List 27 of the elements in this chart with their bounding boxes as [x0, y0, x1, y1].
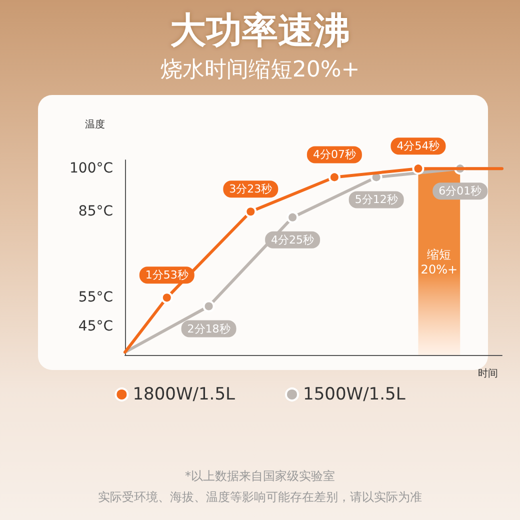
chart-subtitle: 烧水时间缩短20%+	[160, 58, 360, 82]
annotation: 3分23秒	[229, 182, 272, 196]
legend-label: 1500W/1.5L	[303, 384, 406, 404]
y-tick-label: 85°C	[78, 204, 114, 220]
point	[286, 211, 299, 224]
annotation: 6分01秒	[438, 184, 482, 198]
y-tick-label: 55°C	[78, 290, 114, 306]
annotation: 2分18秒	[187, 322, 230, 336]
point	[412, 162, 424, 175]
annotation: 4分07秒	[312, 148, 356, 162]
legend-label: 1800W/1.5L	[132, 384, 236, 404]
annotation: 4分25秒	[271, 233, 314, 246]
y-tick-label: 45°C	[78, 318, 114, 334]
point	[328, 171, 340, 184]
chart-title: 大功率速沸	[170, 10, 350, 52]
y-tick-label: 100°C	[70, 160, 114, 177]
point	[202, 300, 215, 312]
point	[160, 292, 173, 304]
annotation: 5分12秒	[354, 193, 398, 206]
text: *以上数据来自国家级实验室	[185, 469, 335, 483]
point	[244, 206, 257, 218]
y-axis-title: 温度	[85, 118, 105, 130]
annotation: 4分54秒	[396, 140, 440, 153]
text: 实际受环境、海拔、温度等影响可能存在差别，请以实际为准	[98, 490, 422, 504]
x-axis-title: 时间	[478, 368, 498, 380]
annotation: 1分53秒	[145, 268, 188, 282]
band-label: 缩短 20%+	[420, 247, 458, 276]
